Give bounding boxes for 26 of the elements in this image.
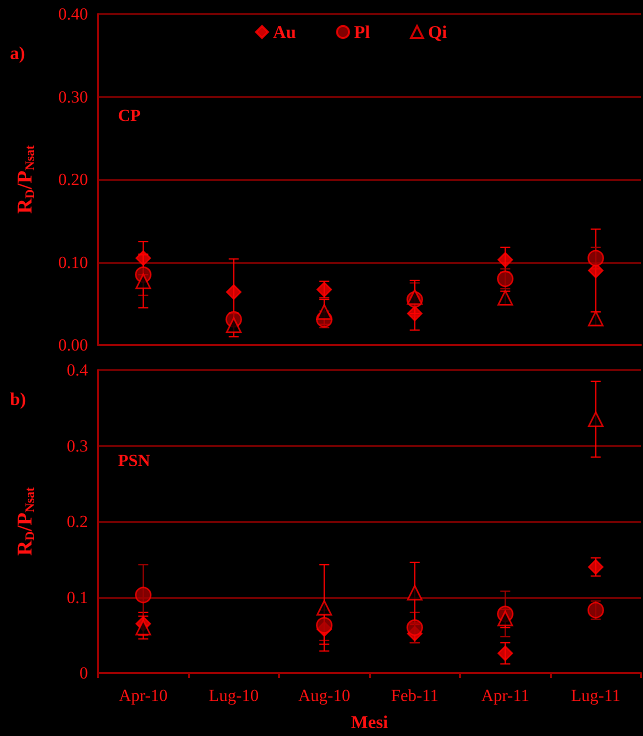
annotation: CP <box>118 106 141 125</box>
legend-label: Pl <box>354 22 370 42</box>
y-tick-label: 0.20 <box>58 170 88 189</box>
x-tick-label: Apr-11 <box>481 686 530 705</box>
y-tick-label: 0.10 <box>58 252 88 272</box>
y-tick-label: 0.2 <box>66 512 88 531</box>
y-tick-label: 0 <box>80 664 88 682</box>
y-tick-label: 0.4 <box>66 360 88 380</box>
legend-label: Au <box>273 22 296 42</box>
y-tick-label: 0.40 <box>58 4 88 24</box>
y-tick-label: 0.30 <box>58 87 88 106</box>
legend-label: Qi <box>428 22 448 42</box>
x-tick-label: Lug-11 <box>571 686 620 705</box>
x-tick-label: Lug-10 <box>208 686 259 705</box>
text: a) <box>10 43 25 63</box>
annotation: PSN <box>118 451 151 470</box>
x-axis-title: Mesi <box>351 712 388 732</box>
y-tick-label: 0.00 <box>58 336 88 354</box>
x-tick-label: Apr-10 <box>118 686 168 705</box>
y-axis-title: RD/PNsat <box>12 486 37 556</box>
y-tick-label: 0.3 <box>66 436 88 456</box>
x-tick-label: Aug-10 <box>298 686 350 705</box>
y-tick-label: 0.1 <box>66 588 88 607</box>
text: b) <box>10 389 26 409</box>
y-axis-title: RD/PNsat <box>12 144 37 214</box>
x-tick-label: Feb-11 <box>390 686 439 705</box>
